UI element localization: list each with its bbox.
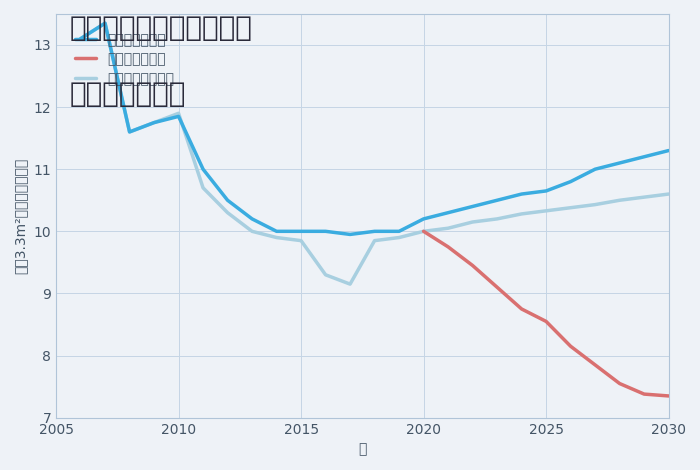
グッドシナリオ xyxy=(615,160,624,166)
バッドシナリオ xyxy=(640,391,648,397)
グッドシナリオ xyxy=(101,20,109,26)
グッドシナリオ xyxy=(150,120,158,125)
バッドシナリオ xyxy=(591,362,599,368)
グッドシナリオ xyxy=(640,154,648,160)
グッドシナリオ xyxy=(223,197,232,203)
ノーマルシナリオ xyxy=(542,208,550,214)
グッドシナリオ xyxy=(468,204,477,209)
グッドシナリオ xyxy=(419,216,428,222)
ノーマルシナリオ xyxy=(591,202,599,207)
グッドシナリオ xyxy=(566,179,575,184)
Legend: グッドシナリオ, バッドシナリオ, ノーマルシナリオ: グッドシナリオ, バッドシナリオ, ノーマルシナリオ xyxy=(76,33,174,86)
ノーマルシナリオ xyxy=(174,110,183,116)
ノーマルシナリオ xyxy=(493,216,501,222)
ノーマルシナリオ xyxy=(321,272,330,278)
ノーマルシナリオ xyxy=(444,226,452,231)
グッドシナリオ xyxy=(321,228,330,234)
ノーマルシナリオ xyxy=(346,282,354,287)
Line: バッドシナリオ: バッドシナリオ xyxy=(424,231,668,396)
ノーマルシナリオ xyxy=(664,191,673,197)
バッドシナリオ xyxy=(566,344,575,349)
Text: 三重県桑名市北川原台の: 三重県桑名市北川原台の xyxy=(70,14,253,42)
バッドシナリオ xyxy=(664,393,673,399)
グッドシナリオ xyxy=(517,191,526,197)
ノーマルシナリオ xyxy=(640,194,648,200)
ノーマルシナリオ xyxy=(468,219,477,225)
ノーマルシナリオ xyxy=(566,205,575,211)
グッドシナリオ xyxy=(346,232,354,237)
バッドシナリオ xyxy=(444,244,452,250)
グッドシナリオ xyxy=(664,148,673,153)
バッドシナリオ xyxy=(615,381,624,386)
グッドシナリオ xyxy=(248,216,256,222)
バッドシナリオ xyxy=(468,263,477,268)
グッドシナリオ xyxy=(444,210,452,216)
X-axis label: 年: 年 xyxy=(358,442,367,456)
ノーマルシナリオ xyxy=(199,185,207,191)
グッドシナリオ xyxy=(493,197,501,203)
ノーマルシナリオ xyxy=(125,129,134,135)
バッドシナリオ xyxy=(542,319,550,324)
グッドシナリオ xyxy=(591,166,599,172)
ノーマルシナリオ xyxy=(615,197,624,203)
ノーマルシナリオ xyxy=(517,211,526,217)
ノーマルシナリオ xyxy=(101,20,109,26)
Line: グッドシナリオ: グッドシナリオ xyxy=(80,23,668,235)
グッドシナリオ xyxy=(76,36,85,41)
グッドシナリオ xyxy=(395,228,403,234)
グッドシナリオ xyxy=(272,228,281,234)
グッドシナリオ xyxy=(199,166,207,172)
ノーマルシナリオ xyxy=(370,238,379,243)
ノーマルシナリオ xyxy=(223,210,232,216)
バッドシナリオ xyxy=(493,284,501,290)
グッドシナリオ xyxy=(174,114,183,119)
ノーマルシナリオ xyxy=(76,36,85,41)
Text: 土地の価格推移: 土地の価格推移 xyxy=(70,80,186,108)
グッドシナリオ xyxy=(297,228,305,234)
ノーマルシナリオ xyxy=(395,235,403,240)
ノーマルシナリオ xyxy=(272,235,281,240)
グッドシナリオ xyxy=(370,228,379,234)
ノーマルシナリオ xyxy=(297,238,305,243)
ノーマルシナリオ xyxy=(150,120,158,125)
バッドシナリオ xyxy=(517,306,526,312)
ノーマルシナリオ xyxy=(248,228,256,234)
ノーマルシナリオ xyxy=(419,228,428,234)
バッドシナリオ xyxy=(419,228,428,234)
グッドシナリオ xyxy=(125,129,134,135)
グッドシナリオ xyxy=(542,188,550,194)
Y-axis label: 坪（3.3m²）単価（万円）: 坪（3.3m²）単価（万円） xyxy=(14,157,28,274)
Line: ノーマルシナリオ: ノーマルシナリオ xyxy=(80,23,668,284)
